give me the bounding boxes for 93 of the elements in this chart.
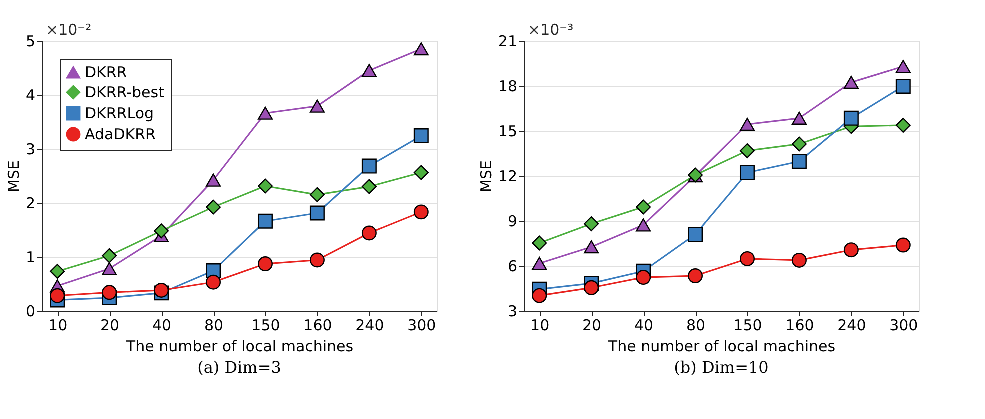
point [154,283,170,298]
point [740,165,755,180]
point [102,262,118,276]
y-axis-title: MSE [477,160,496,192]
point [844,110,859,126]
point [740,143,755,158]
point [362,64,377,78]
point [636,218,652,232]
point [154,224,170,239]
point [688,227,704,242]
y-tick-label: 0 [26,302,36,320]
x-tick-label: 10 [530,316,550,334]
x-tick-label: 300 [408,316,436,334]
point [636,270,652,286]
point [792,154,807,170]
point [414,204,429,220]
point [258,178,273,194]
x-axis-title: The number of local machines [125,338,354,356]
x-tick-label: 240 [356,316,384,334]
point [258,214,273,229]
legend-label: DKRRLog [85,104,154,122]
point [844,242,859,258]
text: ×10⁻³ [528,21,574,39]
x-tick-label: 40 [634,316,654,334]
y-tick-label: 2 [26,194,36,212]
x-tick-label: 20 [582,316,602,334]
point [532,257,548,270]
point [584,216,600,232]
text: ×10⁻² [46,21,92,39]
legend-label: AdaDKRR [85,126,156,144]
point [414,42,429,56]
point [258,256,273,272]
point [740,118,755,132]
point [896,238,911,253]
point [50,288,66,304]
point [896,60,911,74]
y-tick-label: 4 [26,86,36,104]
point [896,78,911,94]
point [206,200,222,215]
point [532,288,548,304]
legend-label: DKRR [85,64,128,82]
point [102,285,118,300]
x-tick-label: 240 [838,316,866,334]
point [362,226,377,241]
y-tick-label: 5 [26,32,36,50]
point [50,264,66,280]
point [688,268,704,284]
x-tick-label: 300 [890,316,918,334]
point [310,100,325,113]
y-tick-label: 3 [26,140,36,158]
y-tick-label: 21 [498,32,518,50]
y-tick-label: 9 [508,212,518,230]
point [206,274,222,290]
point [206,174,222,187]
x-tick-label: 40 [152,316,172,334]
point [792,136,807,152]
x-tick-label: 80 [204,316,224,334]
x-tick-label: 20 [100,316,120,334]
x-tick-label: 80 [686,316,706,334]
x-tick-label: 150 [734,316,762,334]
x-tick-label: 10 [48,316,68,334]
y-tick-label: 15 [498,122,518,140]
point [310,252,325,268]
point [584,280,600,296]
point [414,128,429,144]
point [102,248,118,264]
point [414,165,429,180]
point [636,200,652,215]
point [258,106,273,120]
text: (a) Dim=3 [198,358,282,377]
point [792,252,807,268]
point [740,251,755,266]
x-tick-label: 160 [786,316,814,334]
text: (b) Dim=10 [674,358,769,377]
y-tick-label: 1 [26,248,36,266]
x-tick-label: 160 [304,316,332,334]
y-tick-label: 3 [508,302,518,320]
point [844,76,859,90]
legend-label: DKRR-best [85,84,165,102]
point [532,236,548,251]
point [310,206,325,221]
point [792,112,807,125]
point [896,118,911,133]
point [584,240,600,254]
y-tick-label: 12 [498,168,518,186]
x-tick-label: 150 [252,316,280,334]
point [362,179,377,194]
point [362,158,377,174]
x-axis-title: The number of local machines [607,338,836,356]
y-tick-label: 18 [498,78,518,96]
y-tick-label: 6 [508,258,518,276]
point [310,187,325,202]
y-axis-title: MSE [4,160,23,192]
